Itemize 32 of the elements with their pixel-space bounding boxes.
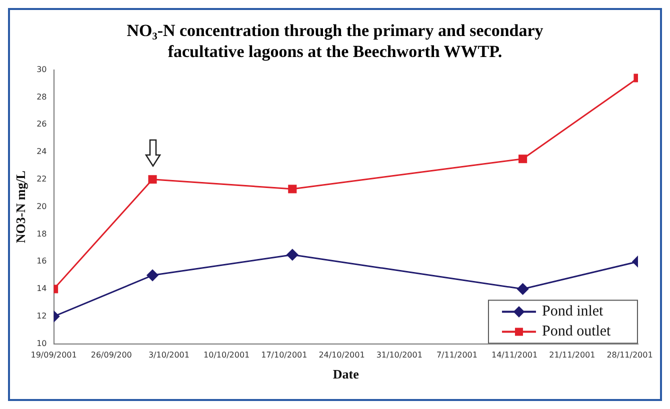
x-tick-label: 7/11/2001 [436, 350, 478, 360]
x-tick-label: 17/10/2001 [261, 350, 308, 360]
y-tick-label: 18 [36, 229, 47, 238]
y-tick-label: 28 [36, 92, 47, 102]
y-tick-label: 22 [36, 174, 47, 184]
x-tick-label: 14/11/2001 [492, 350, 538, 360]
point [148, 175, 157, 184]
x-tick-label: 28/11/2001 [606, 350, 653, 360]
x-tick-label: 31/10/2001 [376, 350, 422, 360]
chart-title: NO₃-N concentration through the primary and secondary facultative lagoons at the Beechworth WWTP. [126, 20, 544, 62]
y-tick-label: 20 [36, 202, 47, 211]
point [286, 249, 298, 260]
x-tick-label: 24/10/2001 [318, 350, 365, 360]
y-axis-title: NO3-N mg/L [13, 170, 28, 244]
y-tick-label: 26 [36, 120, 47, 129]
legend-label: Pond inlet [542, 304, 604, 320]
legend-label: Pond outlet [542, 324, 612, 340]
y-tick-label: 12 [36, 311, 47, 320]
x-tick-label: 10/10/2001 [204, 350, 250, 360]
point [146, 270, 158, 282]
x-tick-label: 26/09/200 [90, 350, 132, 360]
point [518, 154, 528, 164]
y-tick-label: 16 [36, 256, 47, 266]
point [288, 184, 297, 194]
x-tick-label: 3/10/2001 [148, 350, 190, 360]
x-tick-label: 19/09/2001 [30, 350, 77, 360]
x-tick-label: 21/11/2001 [549, 350, 596, 360]
y-tick-label: 10 [36, 338, 47, 348]
y-tick-label: 24 [36, 147, 47, 156]
y-tick-label: 30 [36, 64, 47, 74]
x-axis-title: Date [332, 366, 360, 382]
y-tick-label: 14 [36, 284, 47, 294]
